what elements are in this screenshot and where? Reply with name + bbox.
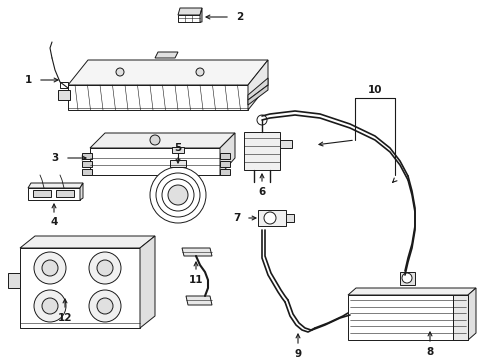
Polygon shape xyxy=(8,273,20,288)
Polygon shape xyxy=(20,248,140,328)
Polygon shape xyxy=(28,183,83,188)
Polygon shape xyxy=(200,8,202,22)
Polygon shape xyxy=(90,133,235,148)
Text: 9: 9 xyxy=(294,349,301,359)
Text: 12: 12 xyxy=(58,313,72,323)
Text: 5: 5 xyxy=(174,143,182,153)
Bar xyxy=(56,190,74,197)
Text: 2: 2 xyxy=(236,12,244,22)
Polygon shape xyxy=(286,214,294,222)
Polygon shape xyxy=(58,90,70,100)
Polygon shape xyxy=(248,85,268,105)
Polygon shape xyxy=(140,236,155,328)
Text: 10: 10 xyxy=(368,85,382,95)
Bar xyxy=(82,169,92,175)
Circle shape xyxy=(264,212,276,224)
Polygon shape xyxy=(220,133,235,175)
Circle shape xyxy=(116,68,124,76)
Circle shape xyxy=(97,260,113,276)
Circle shape xyxy=(42,260,58,276)
Polygon shape xyxy=(258,210,286,226)
Polygon shape xyxy=(280,140,292,148)
Polygon shape xyxy=(248,60,268,110)
Circle shape xyxy=(196,68,204,76)
Text: 8: 8 xyxy=(426,347,434,357)
Polygon shape xyxy=(68,85,248,110)
Bar xyxy=(82,161,92,167)
Text: 6: 6 xyxy=(258,187,266,197)
Circle shape xyxy=(156,173,200,217)
Polygon shape xyxy=(248,78,268,100)
Text: 4: 4 xyxy=(50,217,58,227)
Polygon shape xyxy=(28,188,80,200)
Polygon shape xyxy=(244,132,280,170)
Polygon shape xyxy=(170,160,186,167)
Circle shape xyxy=(150,167,206,223)
Text: 11: 11 xyxy=(189,275,203,285)
Circle shape xyxy=(42,298,58,314)
Circle shape xyxy=(97,298,113,314)
Text: 3: 3 xyxy=(51,153,59,163)
Circle shape xyxy=(89,252,121,284)
Polygon shape xyxy=(178,8,202,15)
Polygon shape xyxy=(348,295,468,340)
Circle shape xyxy=(89,290,121,322)
Polygon shape xyxy=(468,288,476,340)
Bar xyxy=(33,190,51,197)
Text: 7: 7 xyxy=(233,213,241,223)
Circle shape xyxy=(162,179,194,211)
Polygon shape xyxy=(453,295,468,340)
Polygon shape xyxy=(90,148,220,175)
Polygon shape xyxy=(178,15,200,22)
Polygon shape xyxy=(80,183,83,200)
Bar xyxy=(220,169,230,175)
Circle shape xyxy=(150,135,160,145)
Polygon shape xyxy=(155,52,178,58)
Circle shape xyxy=(257,115,267,125)
Text: 1: 1 xyxy=(24,75,32,85)
Bar xyxy=(220,161,230,167)
Polygon shape xyxy=(186,296,212,305)
Circle shape xyxy=(168,185,188,205)
Polygon shape xyxy=(20,236,155,248)
Polygon shape xyxy=(60,82,68,88)
Bar xyxy=(82,153,92,159)
Polygon shape xyxy=(400,272,415,285)
Polygon shape xyxy=(348,288,476,295)
Polygon shape xyxy=(68,60,268,85)
Circle shape xyxy=(34,252,66,284)
Circle shape xyxy=(34,290,66,322)
Circle shape xyxy=(402,273,412,283)
Bar xyxy=(172,147,184,153)
Polygon shape xyxy=(182,248,212,256)
Bar xyxy=(220,153,230,159)
